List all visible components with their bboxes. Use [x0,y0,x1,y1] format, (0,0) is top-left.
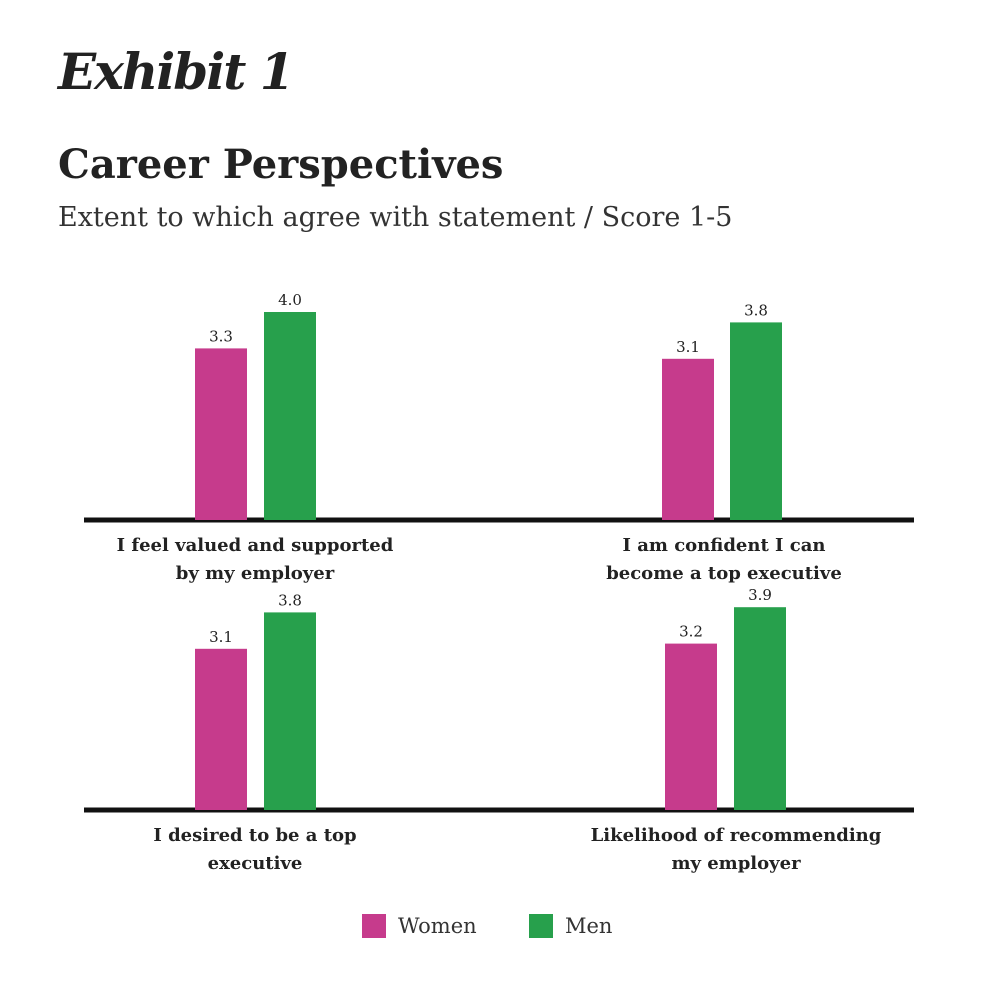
bar-men [734,607,786,810]
category-label: by my employer [176,563,335,584]
bar-men [264,312,316,520]
data-label-women: 3.3 [209,327,233,345]
data-label-women: 3.1 [209,628,233,646]
legend-item-men: Men [529,914,612,938]
bar-men [264,612,316,810]
bar-men [730,322,782,520]
bar-women [195,348,247,520]
data-label-men: 3.9 [748,586,772,604]
data-label-men: 3.8 [278,591,302,609]
chart-title: Career Perspectives [58,141,504,188]
bar-women [195,648,247,810]
bar-women [665,643,717,810]
legend-label-men: Men [565,914,613,938]
legend-swatch-men [529,914,553,938]
category-label: become a top executive [606,563,842,584]
bar-women [662,358,714,520]
category-label: executive [208,853,303,874]
data-label-men: 4.0 [278,291,302,309]
category-label: I am confident I can [623,535,826,556]
legend-label-women: Women [398,914,477,938]
chart-subtitle: Extent to which agree with statement / S… [58,202,733,233]
legend-item-women: Women [362,914,477,938]
category-label: my employer [671,853,801,874]
data-label-women: 3.1 [676,338,700,356]
legend: Women Men [0,914,1000,944]
legend-swatch-women [362,914,386,938]
category-label: I desired to be a top [153,825,356,846]
exhibit-label: Exhibit 1 [58,42,295,101]
data-label-women: 3.2 [679,623,703,641]
category-label: Likelihood of recommending [591,825,882,846]
category-label: I feel valued and supported [117,535,394,556]
data-label-men: 3.8 [744,301,768,319]
